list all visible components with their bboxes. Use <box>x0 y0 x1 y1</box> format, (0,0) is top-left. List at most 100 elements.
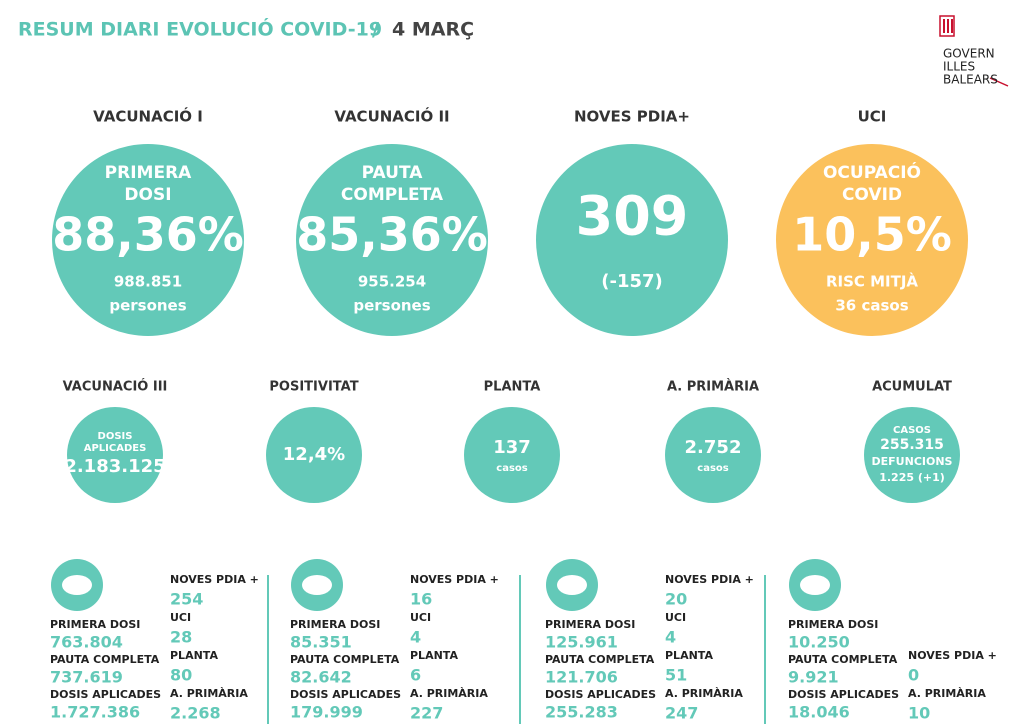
separator: / <box>372 19 379 41</box>
island-label: UCI <box>665 611 686 624</box>
island-value: 121.706 <box>545 668 618 687</box>
title: RESUM DIARI EVOLUCIÓ COVID-19 <box>18 17 382 41</box>
indicator-heading: VACUNACIÓ I <box>93 107 203 126</box>
island-value: 20 <box>665 590 687 609</box>
indicator-heading: VACUNACIÓ II <box>334 107 449 126</box>
indicator-label: CASOS <box>893 425 931 436</box>
indicator-note: casos <box>697 463 728 474</box>
island-label: UCI <box>170 611 191 624</box>
island-label: NOVES PDIA + <box>908 649 997 662</box>
indicator-value: 2.752 <box>685 437 742 458</box>
indicator-label: OCUPACIÓ <box>823 161 921 183</box>
indicator-circle <box>665 407 761 503</box>
island-value: 4 <box>410 628 421 647</box>
island-value: 737.619 <box>50 668 123 687</box>
logo-mark <box>939 15 1009 87</box>
indicator-value: 137 <box>493 437 531 458</box>
indicator-label: APLICADES <box>84 443 147 454</box>
island-shape <box>800 575 830 595</box>
indicator-label: PAUTA <box>362 163 424 183</box>
island-label: DOSIS APLICADES <box>290 688 401 701</box>
indicator-heading: UCI <box>858 108 887 126</box>
island-shape <box>557 575 587 595</box>
indicator-heading: POSITIVITAT <box>269 380 358 395</box>
island-value: 4 <box>665 628 676 647</box>
indicator-label: COVID <box>842 185 902 205</box>
indicator-note: (-157) <box>601 271 663 292</box>
indicator-heading: PLANTA <box>484 380 541 395</box>
island-value: 254 <box>170 590 203 609</box>
indicator-circle <box>52 144 244 336</box>
logo-text: ILLES <box>943 60 975 74</box>
island-value: 1.727.386 <box>50 703 140 722</box>
indicator-heading: A. PRIMÀRIA <box>667 379 759 395</box>
indicator-value: 12,4% <box>283 444 345 465</box>
island-value: 125.961 <box>545 633 618 652</box>
indicator-note: DEFUNCIONS <box>872 455 953 468</box>
island-label: PRIMERA DOSI <box>545 618 635 631</box>
island-label: A. PRIMÀRIA <box>665 687 743 700</box>
island-value: 6 <box>410 666 421 685</box>
indicator-note: 1.225 (+1) <box>879 471 945 484</box>
island-label: PRIMERA DOSI <box>50 618 140 631</box>
indicator-circle <box>266 407 362 503</box>
island-label: PRIMERA DOSI <box>290 618 380 631</box>
island-value: 16 <box>410 590 432 609</box>
indicator-circle <box>296 144 488 336</box>
indicator-label: COMPLETA <box>341 185 444 205</box>
island-value: 28 <box>170 628 192 647</box>
island-label: DOSIS APLICADES <box>50 688 161 701</box>
indicator-value: 85,36% <box>296 208 488 262</box>
island-value: 51 <box>665 666 687 685</box>
island-label: A. PRIMÀRIA <box>410 687 488 700</box>
island-value: 85.351 <box>290 633 352 652</box>
island-label: NOVES PDIA + <box>410 573 499 586</box>
island-value: 10 <box>908 704 930 723</box>
island-value: 10.250 <box>788 633 850 652</box>
island-shape <box>62 575 92 595</box>
island-shape <box>302 575 332 595</box>
island-label: PAUTA COMPLETA <box>545 653 655 666</box>
dividers <box>267 575 766 724</box>
island-label: DOSIS APLICADES <box>545 688 656 701</box>
logo-text: GOVERN <box>943 47 995 61</box>
island-label: PAUTA COMPLETA <box>290 653 400 666</box>
indicator-note: 988.851 <box>114 273 182 291</box>
island-label: UCI <box>410 611 431 624</box>
island-value: 18.046 <box>788 703 850 722</box>
island-value: 82.642 <box>290 668 352 687</box>
indicator-heading: ACUMULAT <box>872 380 952 395</box>
island-label: PLANTA <box>170 649 218 662</box>
indicator-note: persones <box>353 297 430 315</box>
indicator-note: persones <box>109 297 186 315</box>
island-value: 2.268 <box>170 704 221 723</box>
island-label: PLANTA <box>410 649 458 662</box>
indicator-value: 88,36% <box>52 208 244 262</box>
indicator-value: 309 <box>576 185 689 248</box>
logo-text: BALEARS <box>943 73 998 87</box>
indicator-note: casos <box>496 463 527 474</box>
island-label: A. PRIMÀRIA <box>908 687 986 700</box>
island-value: 179.999 <box>290 703 363 722</box>
island-value: 255.283 <box>545 703 618 722</box>
island-label: PRIMERA DOSI <box>788 618 878 631</box>
island-value: 247 <box>665 704 698 723</box>
indicator-label: DOSIS <box>98 431 133 442</box>
indicator-circle <box>464 407 560 503</box>
date: 4 MARÇ <box>392 19 474 41</box>
island-label: PAUTA COMPLETA <box>788 653 898 666</box>
indicator-label: DOSI <box>124 185 171 205</box>
indicator-heading: VACUNACIÓ III <box>63 379 168 395</box>
island-label: NOVES PDIA + <box>170 573 259 586</box>
indicator-circle <box>776 144 968 336</box>
island-value: 9.921 <box>788 668 839 687</box>
island-label: A. PRIMÀRIA <box>170 687 248 700</box>
indicator-note: RISC MITJÀ <box>826 272 918 291</box>
indicator-value: 2.183.125 <box>64 456 165 477</box>
indicator-value: 10,5% <box>792 208 952 262</box>
indicator-circle <box>536 144 728 336</box>
indicator-label: PRIMERA <box>105 163 192 183</box>
island-label: PLANTA <box>665 649 713 662</box>
island-label: PAUTA COMPLETA <box>50 653 160 666</box>
